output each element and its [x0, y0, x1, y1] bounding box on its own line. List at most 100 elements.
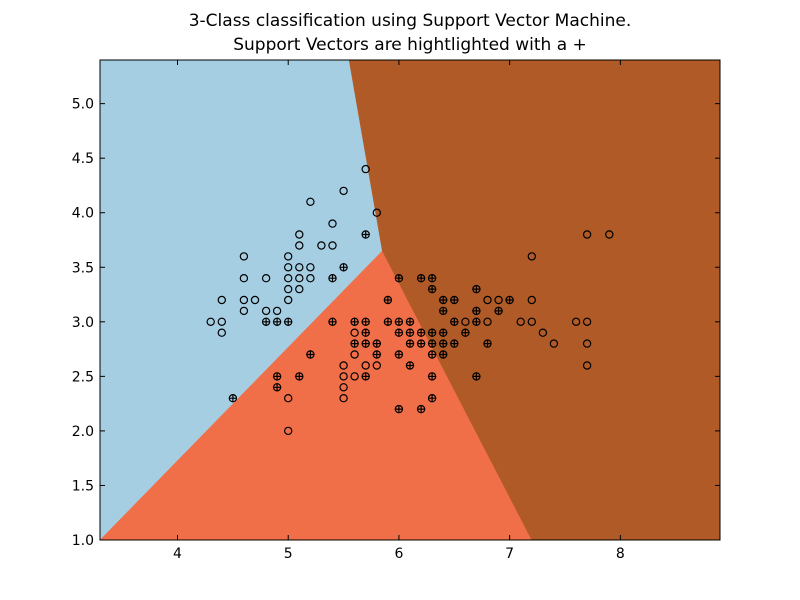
data-point [284, 394, 293, 403]
data-point [295, 263, 304, 272]
data-point [372, 361, 381, 370]
data-point [250, 295, 260, 305]
data-point [295, 274, 304, 283]
y-tick-label: 3.5 [72, 260, 94, 276]
data-point [239, 274, 249, 283]
support-vector-marker [406, 339, 414, 348]
support-vector-marker [328, 317, 337, 326]
data-point [328, 241, 337, 250]
support-vector-marker [372, 350, 381, 359]
data-point [261, 274, 271, 283]
region-class-2 [348, 60, 720, 540]
data-point [339, 394, 348, 403]
support-vector-marker [372, 339, 381, 348]
data-point [350, 372, 359, 381]
y-tick-label: 1.5 [72, 478, 94, 494]
data-point [372, 208, 381, 217]
support-vector-marker [417, 339, 426, 348]
data-points [206, 164, 614, 436]
support-vector-marker [472, 285, 481, 294]
data-point [272, 306, 282, 316]
data-point [261, 306, 271, 316]
support-vector-marker [406, 317, 414, 326]
support-vector-marker [417, 274, 426, 283]
data-point [217, 328, 226, 337]
y-tick-label: 4.5 [72, 151, 94, 167]
support-vector-marker [428, 372, 437, 381]
data-point [239, 252, 249, 261]
support-vector-marker [273, 317, 282, 326]
support-vector-marker [428, 339, 437, 348]
y-tick-label: 2.5 [72, 369, 94, 385]
data-point [339, 383, 348, 392]
support-vector-marker [328, 274, 337, 283]
support-vector-marker [494, 306, 503, 315]
support-vector-marker [483, 339, 492, 348]
support-vector-marker [428, 274, 437, 283]
support-vector-marker [439, 328, 448, 337]
y-tick-label: 1.0 [72, 533, 94, 549]
data-point [217, 295, 226, 305]
support-vector-marker [394, 350, 403, 359]
axis-ticks: 4 5 6 7 8 1.0 1.5 2.0 2.5 3.0 3.5 4.0 4.5 5.0 [72, 60, 720, 562]
data-point [339, 361, 348, 370]
support-vector-marker [383, 317, 392, 326]
data-point [306, 197, 315, 206]
data-point [350, 328, 359, 337]
support-vector-marker [417, 328, 426, 337]
data-point [284, 274, 293, 283]
data-point [605, 230, 614, 239]
support-vector-marker [428, 285, 437, 294]
data-point [339, 186, 348, 196]
support-vector-marker [439, 306, 448, 315]
y-tick-label: 3.0 [72, 315, 94, 331]
support-vector-marker [339, 263, 348, 272]
data-point [538, 328, 548, 337]
support-vector-marker [450, 296, 459, 304]
support-vector-marker [350, 317, 359, 326]
data-point [361, 164, 370, 174]
support-vector-marker [361, 317, 370, 326]
chart-title: 3-Class classification using Support Vec… [189, 11, 632, 31]
x-tick-label: 4 [173, 546, 182, 562]
support-vector-marker [350, 339, 359, 348]
support-vector-marker [262, 317, 271, 326]
data-point [582, 317, 592, 326]
support-vector-marker [428, 328, 437, 337]
data-point [483, 295, 492, 305]
support-vector-marker [439, 296, 448, 304]
support-vector-marker [361, 230, 370, 239]
support-vector-marker [284, 317, 293, 326]
support-vector-marker [273, 383, 282, 392]
support-vector-marker [406, 328, 414, 337]
data-point [239, 295, 249, 305]
support-vector-marker [361, 372, 370, 381]
support-vector-marker [450, 317, 459, 326]
x-tick-label: 7 [505, 546, 514, 562]
support-vector-marker [228, 394, 237, 403]
support-vector-marker [361, 328, 370, 337]
support-vector-marker [394, 274, 403, 283]
data-point [549, 339, 559, 348]
data-point [206, 317, 215, 326]
data-point [295, 230, 304, 239]
data-point [284, 263, 293, 272]
support-vector-marker [428, 394, 437, 403]
y-tick-label: 4.0 [72, 206, 94, 222]
support-vector-marker [306, 350, 315, 359]
support-vector-marker [461, 328, 470, 337]
data-point [284, 252, 293, 261]
support-vector-marker [417, 405, 426, 414]
support-vector-marker [383, 296, 392, 304]
data-point [527, 252, 537, 261]
data-point [361, 361, 370, 370]
y-tick-label: 2.0 [72, 424, 94, 440]
plot-frame [99, 59, 721, 541]
data-point [516, 317, 525, 326]
data-point [571, 317, 581, 326]
support-vector-marker [450, 339, 459, 348]
support-vector-marker [439, 339, 448, 348]
data-point [306, 274, 315, 283]
data-point [217, 317, 226, 326]
